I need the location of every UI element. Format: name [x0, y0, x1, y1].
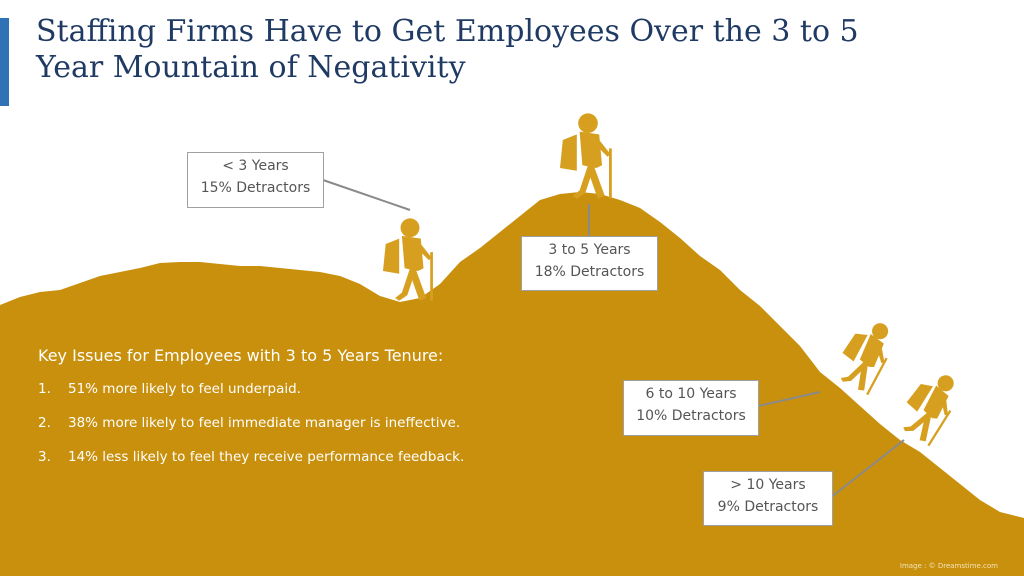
callout-tenure: < 3 Years — [188, 155, 323, 177]
list-item-text: 51% more likely to feel underpaid. — [68, 381, 301, 397]
list-item-number: 1. — [38, 380, 68, 398]
callout-tenure: 6 to 10 Years — [624, 383, 758, 405]
hiker-icon-3 — [831, 313, 902, 395]
callout-3-to-5-years: 3 to 5 Years 18% Detractors — [521, 236, 658, 291]
callout-detractors: 9% Detractors — [704, 496, 832, 518]
key-issues-list: 1. 51% more likely to feel underpaid. 2. 3… — [38, 380, 578, 466]
key-issues-panel: Key Issues for Employees with 3 to 5 Yea… — [38, 344, 578, 482]
callout-under-3-years: < 3 Years 15% Detractors — [187, 152, 324, 208]
callout-detractors: 18% Detractors — [522, 261, 657, 283]
hiker-icon-4 — [893, 364, 966, 446]
list-item: 3. 14% less likely to feel they receive p… — [38, 448, 578, 466]
list-item-number: 3. — [38, 448, 68, 466]
image-credit: Image : © Dreamstime.com — [900, 562, 998, 570]
key-issues-heading: Key Issues for Employees with 3 to 5 Yea… — [38, 344, 578, 368]
callout-tenure: 3 to 5 Years — [522, 239, 657, 261]
list-item: 1. 51% more likely to feel underpaid. — [38, 380, 578, 398]
callout-detractors: 15% Detractors — [188, 177, 323, 199]
list-item-text: 14% less likely to feel they receive per… — [68, 449, 464, 465]
list-item-text: 38% more likely to feel immediate manage… — [68, 415, 460, 431]
list-item-number: 2. — [38, 414, 68, 432]
hiker-icon-2 — [560, 113, 612, 198]
list-item: 2. 38% more likely to feel immediate mana… — [38, 414, 578, 432]
callout-connector-1 — [323, 180, 410, 210]
callout-detractors: 10% Detractors — [624, 405, 758, 427]
callout-tenure: > 10 Years — [704, 474, 832, 496]
hiker-icon-1 — [383, 218, 433, 300]
callout-6-to-10-years: 6 to 10 Years 10% Detractors — [623, 380, 759, 436]
callout-over-10-years: > 10 Years 9% Detractors — [703, 471, 833, 526]
